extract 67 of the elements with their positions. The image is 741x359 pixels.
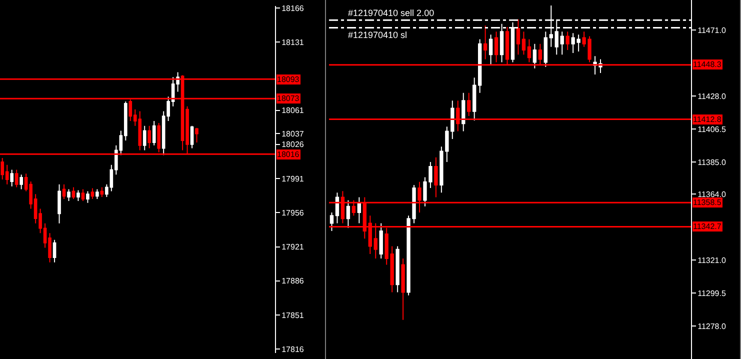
- candlestick: [516, 18, 520, 56]
- y-tick-label: 17816: [282, 344, 304, 354]
- y-tick-label: 11385.0: [698, 158, 726, 167]
- ref-line-label: 18093: [277, 75, 300, 84]
- candlestick: [190, 125, 194, 149]
- y-tick-label: 18166: [282, 4, 304, 13]
- candlestick: [488, 34, 493, 66]
- y-tick-label: 17991: [282, 174, 304, 184]
- ref-line-label: 18073: [277, 94, 300, 103]
- candlestick: [544, 31, 548, 68]
- candlestick: [483, 24, 488, 60]
- y-tick-label: 18131: [282, 38, 304, 47]
- y-tick-label: 18026: [282, 140, 304, 150]
- ref-line-label: 18016: [277, 150, 300, 159]
- ref-line-label: #121970410 sell 2.00: [348, 8, 434, 18]
- y-tick-label: 17851: [282, 310, 304, 320]
- candlestick: [62, 184, 66, 200]
- y-tick-label: 17886: [282, 276, 304, 286]
- candlestick: [401, 258, 405, 320]
- candlestick: [532, 43, 537, 69]
- candlestick: [86, 190, 90, 204]
- candlestick: [100, 186, 104, 198]
- ref-line-label: 11412.8: [693, 115, 722, 124]
- candlestick: [434, 156, 438, 198]
- y-tick-label: 11364.0: [698, 190, 726, 199]
- candlestick: [20, 174, 23, 190]
- candlestick: [76, 190, 80, 202]
- candlestick: [396, 246, 400, 293]
- candlestick: [58, 184, 61, 224]
- candlestick: [560, 31, 564, 56]
- ref-line-label: 11448.3: [693, 60, 722, 69]
- candlestick: [566, 31, 570, 50]
- y-tick-label: 18061: [282, 106, 304, 116]
- candlestick: [72, 186, 76, 200]
- candlestick: [152, 120, 156, 146]
- candlestick: [346, 200, 350, 228]
- candlestick: [90, 188, 94, 200]
- y-tick-label: 11428.0: [698, 92, 726, 101]
- candlestick: [330, 212, 334, 232]
- y-tick-label: 11278.0: [698, 322, 726, 331]
- y-tick-label: 17921: [282, 242, 304, 252]
- candlestick: [81, 188, 85, 202]
- y-tick-label: 11321.0: [698, 256, 726, 265]
- y-tick-label: 17956: [282, 208, 304, 218]
- candlestick: [379, 222, 383, 260]
- candlestick: [96, 188, 99, 200]
- candlestick: [67, 188, 70, 202]
- y-tick-label: 11406.5: [698, 124, 726, 134]
- candlestick: [195, 127, 198, 143]
- ref-line-label: 11342.7: [693, 222, 722, 231]
- candlestick: [472, 77, 476, 122]
- candlestick: [522, 31, 526, 56]
- candlestick: [357, 196, 362, 224]
- y-tick-label: 11299.5: [698, 288, 726, 298]
- candlestick: [142, 125, 146, 151]
- y-tick-label: 18037: [282, 129, 304, 138]
- ref-line-label: 11358.5: [693, 198, 722, 207]
- candlestick: [335, 192, 340, 224]
- candlestick: [478, 38, 482, 94]
- candlestick: [14, 169, 18, 188]
- candlestick: [467, 92, 471, 116]
- ref-line-label: #121970410 sl: [348, 30, 408, 40]
- candlestick: [462, 92, 466, 132]
- candlestick: [10, 169, 14, 187]
- y-tick-label: 11471.0: [698, 26, 726, 35]
- candlestick: [52, 239, 56, 263]
- candlestick: [148, 125, 152, 149]
